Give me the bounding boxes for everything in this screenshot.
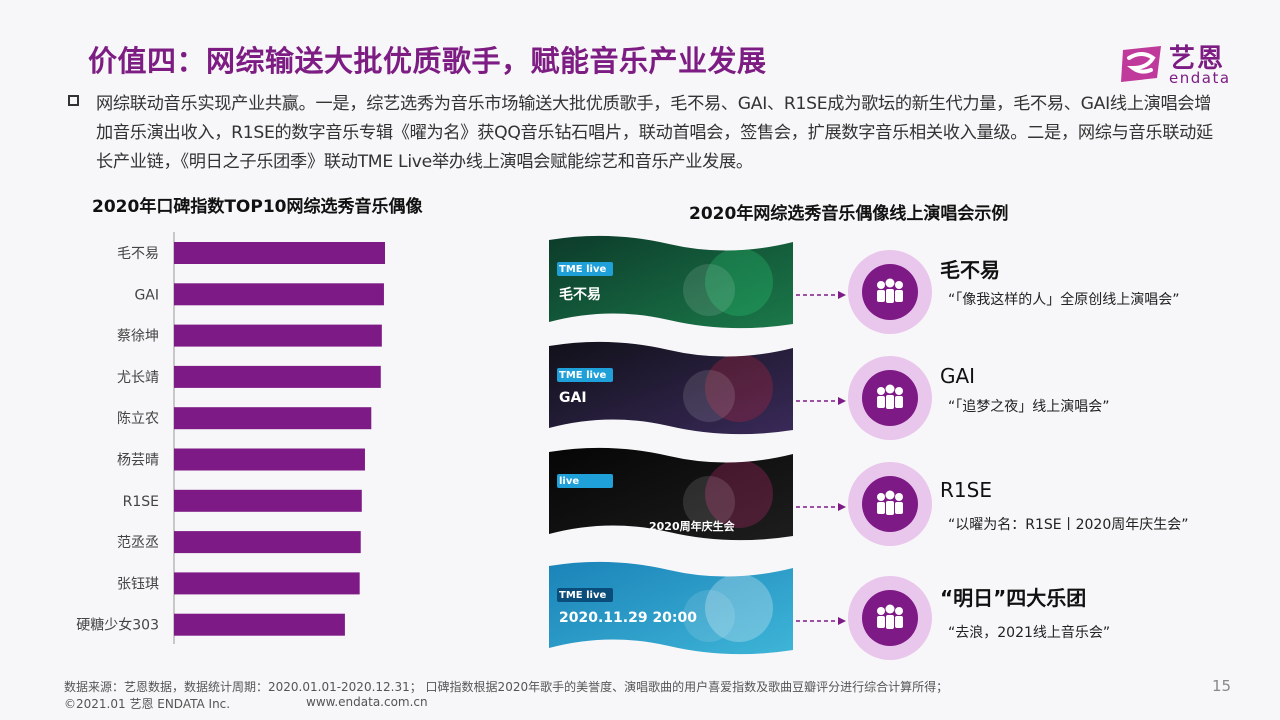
chart-bar xyxy=(174,531,361,554)
concert-poster: TME live GAI xyxy=(549,338,793,438)
poster-text: GAI xyxy=(559,390,587,406)
concert-poster: TME live 毛不易 xyxy=(549,232,793,332)
concert-description: “以曜为名：R1SE丨2020周年庆生会” xyxy=(948,517,1189,533)
concert-description: “「追梦之夜」线上演唱会” xyxy=(948,399,1110,415)
dashed-arrow-icon xyxy=(796,286,848,299)
poster-image xyxy=(549,341,793,435)
poster-badge: TME live xyxy=(559,370,607,381)
chart-bar xyxy=(174,283,384,306)
poster-text: 毛不易 xyxy=(559,287,601,303)
chart-category-label: 张钰琪 xyxy=(117,576,159,592)
concert-artist-name: 毛不易 xyxy=(940,258,1000,282)
chart-category-label: 尤长靖 xyxy=(117,370,159,386)
poster-badge: TME live xyxy=(559,590,607,601)
concert-artist-name: R1SE xyxy=(940,478,992,502)
logo-text-cn: 艺恩 xyxy=(1169,44,1226,74)
poster-text: 2020.11.29 20:00 xyxy=(559,610,698,626)
poster-image xyxy=(549,235,793,329)
chart-bar xyxy=(174,407,372,430)
poster-badge: live xyxy=(559,476,580,487)
group-icon xyxy=(847,461,933,547)
dashed-arrow-icon xyxy=(796,612,848,625)
poster-text: 2020周年庆生会 xyxy=(649,520,735,533)
concerts-title: 2020年网综选秀音乐偶像线上演唱会示例 xyxy=(689,204,1009,224)
chart-category-label: 硬糖少女303 xyxy=(76,617,159,634)
endata-logo: 艺恩 endata xyxy=(1117,38,1242,87)
group-icon xyxy=(847,249,933,335)
concert-artist-name: “明日”四大乐团 xyxy=(940,586,1087,610)
concert-poster: live 2020周年庆生会 xyxy=(549,444,793,544)
poster-image xyxy=(549,447,793,541)
concert-poster: TME live 2020.11.29 20:00 xyxy=(549,558,793,658)
chart-category-label: 蔡徐坤 xyxy=(117,329,159,345)
logo-text-en: endata xyxy=(1169,69,1231,87)
square-bullet-icon xyxy=(68,95,79,106)
chart-bar xyxy=(174,324,382,347)
page-title: 价值四：网综输送大批优质歌手，赋能音乐产业发展 xyxy=(88,44,767,78)
chart-bar xyxy=(174,489,362,512)
page-number: 15 xyxy=(1212,677,1232,695)
chart-category-label: 杨芸晴 xyxy=(117,453,159,469)
dashed-arrow-icon xyxy=(796,392,848,405)
website-url: www.endata.com.cn xyxy=(306,695,428,709)
chart-category-label: GAI xyxy=(134,287,159,303)
copyright: ©2021.01 艺恩 ENDATA Inc. xyxy=(64,697,231,711)
group-icon xyxy=(847,355,933,441)
dashed-arrow-icon xyxy=(796,498,848,511)
chart-bar xyxy=(174,572,360,595)
concert-description: “「像我这样的人」全原创线上演唱会” xyxy=(948,292,1180,308)
chart-bar xyxy=(174,448,365,471)
chart-category-label: 范丞丞 xyxy=(117,534,159,551)
chart-category-label: 毛不易 xyxy=(117,246,159,262)
chart-title: 2020年口碑指数TOP10网综选秀音乐偶像 xyxy=(92,197,423,217)
concert-description: “去浪，2021线上音乐会” xyxy=(948,625,1111,641)
chart-category-label: 陈立农 xyxy=(117,410,159,427)
intro-paragraph: 网综联动音乐实现产业共赢。一是，综艺选秀为音乐市场输送大批优质歌手，毛不易、GA… xyxy=(96,94,1213,172)
chart-bar xyxy=(174,613,345,636)
poster-badge: TME live xyxy=(559,264,607,275)
chart-category-label: R1SE xyxy=(123,494,159,510)
poster-image xyxy=(549,561,793,655)
concert-artist-name: GAI xyxy=(940,364,976,388)
group-icon xyxy=(847,575,933,661)
data-source-note: 数据来源：艺恩数据，数据统计周期：2020.01.01-2020.12.31； … xyxy=(64,680,949,694)
chart-bar xyxy=(174,242,385,264)
chart-bar xyxy=(174,365,381,388)
logo-badge-icon xyxy=(1121,46,1161,82)
